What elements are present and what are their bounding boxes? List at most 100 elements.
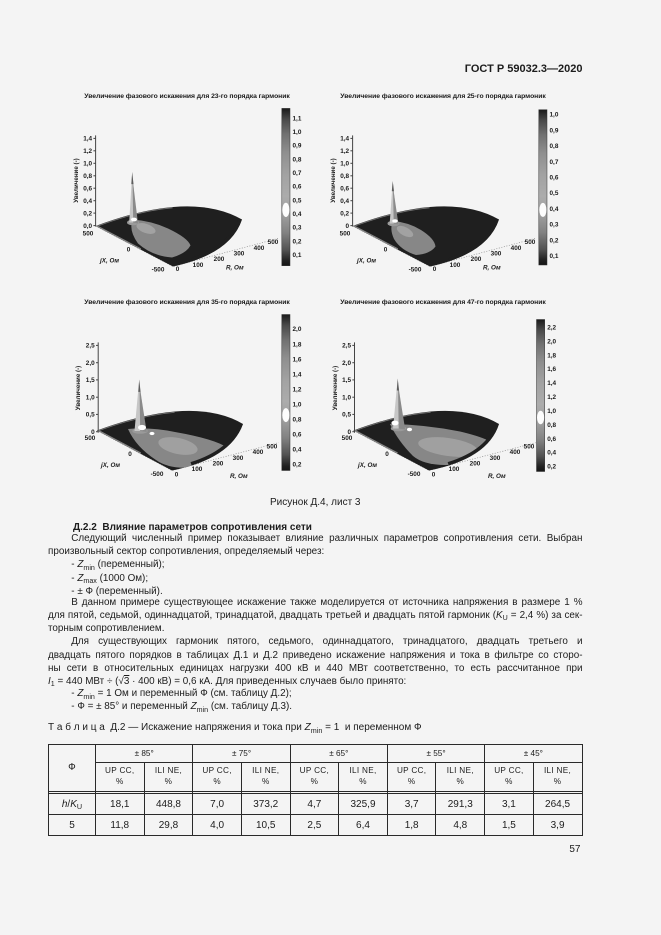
svg-text:100: 100: [193, 262, 204, 269]
svg-text:200: 200: [213, 461, 224, 468]
svg-text:Увеличение фазового искажения: Увеличение фазового искажения для 35-го …: [84, 299, 290, 306]
svg-text:200: 200: [214, 256, 225, 263]
svg-text:-500: -500: [151, 471, 164, 478]
svg-text:jX, Ом: jX, Ом: [356, 258, 376, 265]
svg-text:2,2: 2,2: [547, 325, 556, 332]
svg-text:2,0: 2,0: [293, 326, 302, 333]
svg-text:1,5: 1,5: [86, 377, 95, 384]
svg-text:0,8: 0,8: [547, 422, 556, 429]
svg-text:0,6: 0,6: [547, 436, 556, 443]
svg-text:0,5: 0,5: [293, 197, 302, 204]
svg-text:500: 500: [268, 239, 279, 246]
svg-text:500: 500: [525, 239, 536, 246]
svg-text:0,6: 0,6: [550, 175, 559, 182]
svg-text:0: 0: [432, 472, 436, 479]
svg-text:0,7: 0,7: [293, 170, 302, 177]
svg-text:400: 400: [253, 449, 264, 456]
svg-text:500: 500: [267, 444, 278, 451]
svg-text:0,3: 0,3: [293, 225, 302, 232]
svg-text:200: 200: [471, 256, 482, 263]
svg-text:0: 0: [347, 429, 351, 436]
svg-text:100: 100: [449, 466, 460, 473]
svg-text:0,3: 0,3: [550, 222, 559, 229]
svg-text:Увеличение (-): Увеличение (-): [73, 158, 80, 202]
svg-text:1,0: 1,0: [83, 161, 92, 168]
svg-text:400: 400: [511, 245, 522, 252]
svg-text:1,0: 1,0: [86, 394, 95, 401]
svg-text:1,8: 1,8: [293, 341, 302, 348]
svg-text:-500: -500: [408, 471, 421, 478]
svg-text:0,6: 0,6: [293, 184, 302, 191]
svg-text:1,4: 1,4: [83, 136, 92, 143]
svg-text:0,4: 0,4: [293, 447, 302, 454]
svg-text:1,6: 1,6: [293, 356, 302, 363]
svg-text:500: 500: [83, 231, 94, 238]
svg-text:2,0: 2,0: [547, 338, 556, 345]
svg-text:500: 500: [85, 435, 96, 442]
svg-text:300: 300: [491, 250, 502, 257]
svg-text:0,7: 0,7: [550, 159, 559, 166]
svg-text:jX, Ом: jX, Ом: [357, 462, 377, 469]
svg-text:2,5: 2,5: [342, 343, 351, 350]
svg-text:0,8: 0,8: [340, 173, 349, 180]
svg-text:100: 100: [450, 262, 461, 269]
svg-text:1,0: 1,0: [342, 394, 351, 401]
svg-text:0,8: 0,8: [83, 173, 92, 180]
svg-text:0: 0: [175, 472, 179, 479]
svg-text:0,0: 0,0: [83, 223, 92, 230]
svg-text:0,2: 0,2: [550, 237, 559, 244]
svg-text:400: 400: [254, 245, 265, 252]
svg-text:0,1: 0,1: [293, 252, 302, 259]
svg-text:500: 500: [340, 231, 351, 238]
svg-text:500: 500: [524, 444, 535, 451]
svg-text:0,4: 0,4: [547, 450, 556, 457]
svg-text:R, Ом: R, Ом: [230, 473, 248, 480]
svg-text:0,4: 0,4: [340, 198, 349, 205]
svg-text:0: 0: [128, 451, 132, 458]
svg-text:0,2: 0,2: [547, 464, 556, 471]
svg-text:R, Ом: R, Ом: [488, 473, 506, 480]
svg-text:0: 0: [346, 223, 350, 230]
svg-text:0,5: 0,5: [86, 412, 95, 419]
svg-text:300: 300: [490, 455, 501, 462]
svg-text:1,0: 1,0: [293, 402, 302, 409]
svg-text:0: 0: [176, 266, 180, 273]
svg-text:1,0: 1,0: [293, 129, 302, 136]
svg-text:0,8: 0,8: [550, 143, 559, 150]
svg-text:300: 300: [233, 455, 244, 462]
svg-text:1,2: 1,2: [83, 148, 92, 155]
svg-text:jX, Ом: jX, Ом: [100, 462, 120, 469]
svg-text:-500: -500: [409, 266, 422, 273]
svg-text:0,6: 0,6: [340, 185, 349, 192]
svg-text:1,5: 1,5: [342, 377, 351, 384]
svg-text:1,8: 1,8: [547, 352, 556, 359]
svg-text:Увеличение (-): Увеличение (-): [332, 366, 339, 410]
svg-text:200: 200: [470, 461, 481, 468]
svg-text:100: 100: [192, 466, 203, 473]
svg-text:0,5: 0,5: [342, 412, 351, 419]
svg-text:2,5: 2,5: [86, 343, 95, 350]
svg-text:0,2: 0,2: [83, 210, 92, 217]
svg-text:1,1: 1,1: [293, 115, 302, 122]
svg-text:0: 0: [91, 429, 95, 436]
svg-text:1,0: 1,0: [340, 161, 349, 168]
svg-text:R, Ом: R, Ом: [226, 265, 244, 272]
svg-text:0,6: 0,6: [293, 432, 302, 439]
svg-text:-500: -500: [152, 266, 165, 273]
svg-text:0,4: 0,4: [550, 206, 559, 213]
svg-text:0: 0: [384, 247, 388, 254]
svg-text:R, Ом: R, Ом: [483, 265, 501, 272]
svg-text:1,4: 1,4: [547, 380, 556, 387]
svg-text:1,2: 1,2: [293, 386, 302, 393]
svg-text:0,8: 0,8: [293, 156, 302, 163]
svg-text:Увеличение (-): Увеличение (-): [75, 366, 82, 410]
svg-text:0: 0: [433, 266, 437, 273]
svg-text:1,2: 1,2: [547, 394, 556, 401]
svg-text:0,9: 0,9: [550, 127, 559, 134]
svg-text:2,0: 2,0: [342, 360, 351, 367]
svg-text:0,1: 0,1: [550, 253, 559, 260]
svg-text:1,0: 1,0: [550, 112, 559, 119]
svg-text:1,4: 1,4: [293, 371, 302, 378]
svg-text:1,0: 1,0: [547, 408, 556, 415]
svg-text:0,2: 0,2: [293, 238, 302, 245]
